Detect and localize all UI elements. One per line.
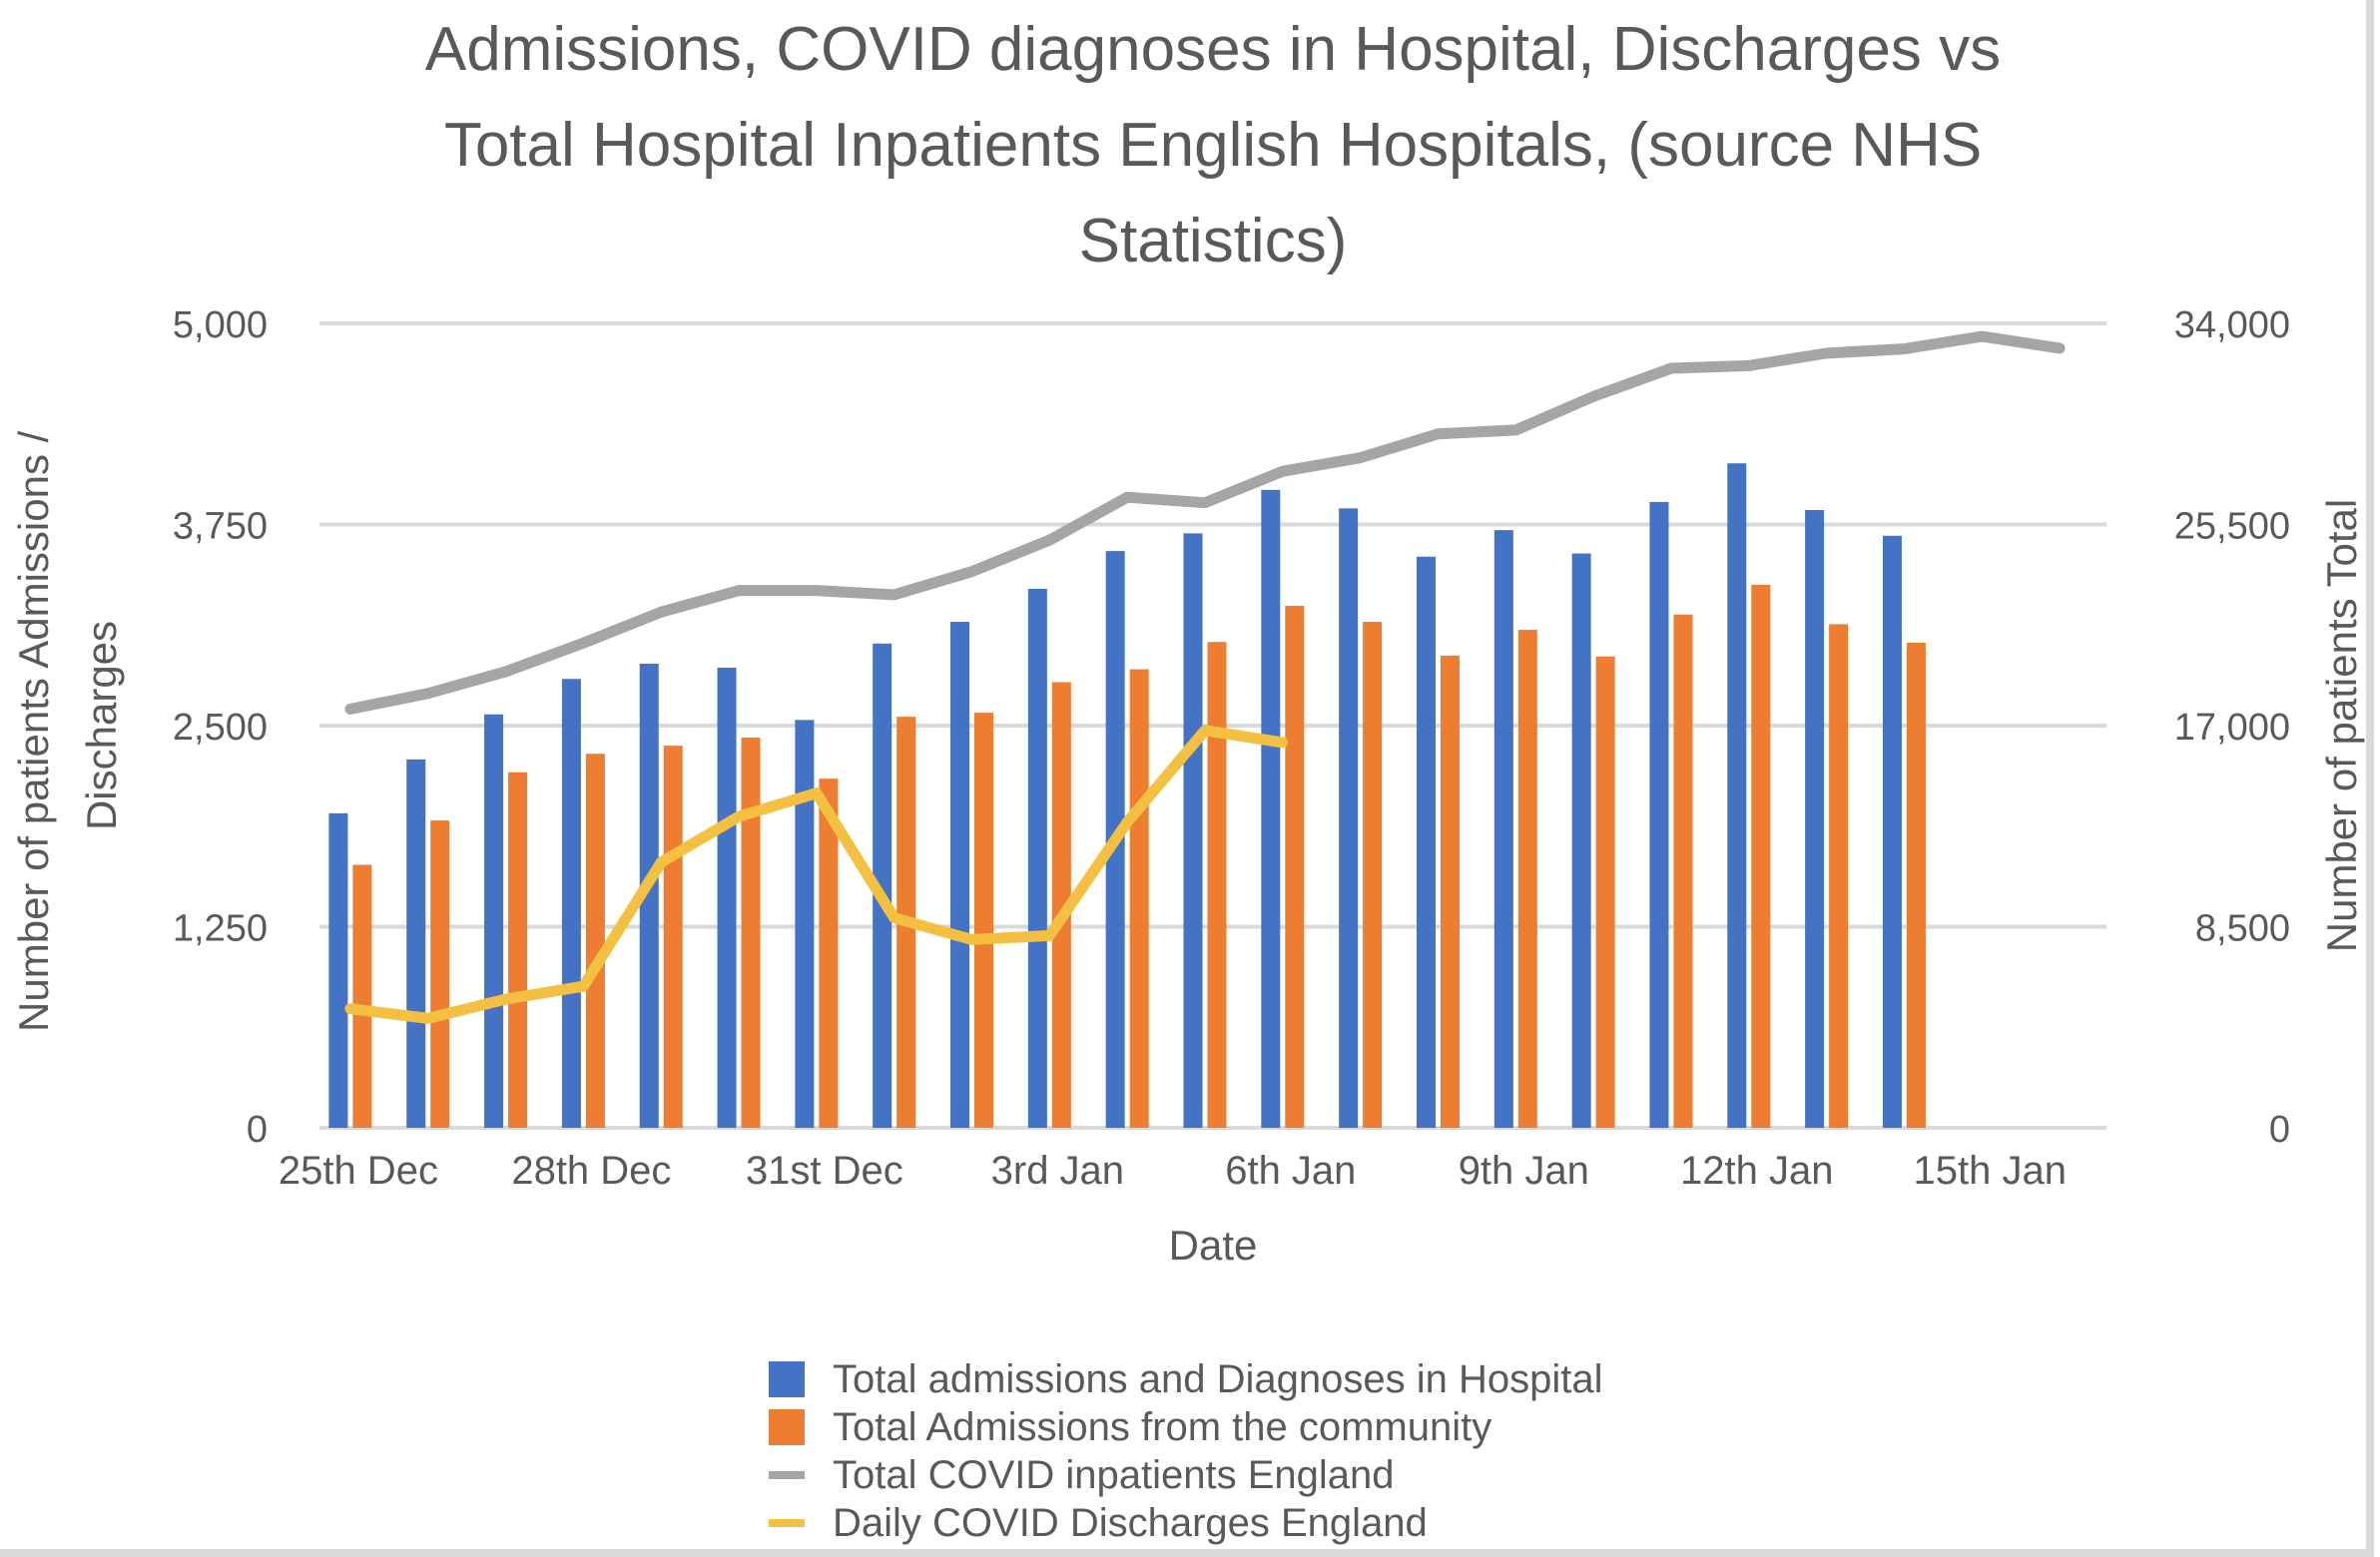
bar-total-admissions[interactable] <box>328 812 348 1128</box>
y-axis-label: Number of patients Admissions / Discharg… <box>10 419 125 1032</box>
y2-tick-label: 17,000 <box>2174 707 2290 749</box>
bar-total-admissions[interactable] <box>484 714 504 1128</box>
bar-community-admissions[interactable] <box>1751 584 1771 1128</box>
legend-swatch-blue <box>769 1361 805 1397</box>
x-tick-label: 9th Jan <box>1459 1149 1589 1193</box>
bar-community-admissions[interactable] <box>1829 624 1849 1128</box>
bar-total-admissions[interactable] <box>1027 588 1047 1128</box>
chart-title: Admissions, COVID diagnoses in Hospital,… <box>299 2 2126 289</box>
bar-total-admissions[interactable] <box>639 663 659 1128</box>
y2-tick-label: 25,500 <box>2174 506 2290 548</box>
bar-community-admissions[interactable] <box>1285 605 1305 1128</box>
bar-community-admissions[interactable] <box>1595 656 1615 1128</box>
bar-total-admissions[interactable] <box>717 667 737 1128</box>
x-axis-label: Date <box>1169 1222 1258 1269</box>
bar-community-admissions[interactable] <box>430 820 450 1128</box>
bar-total-admissions[interactable] <box>1727 463 1747 1128</box>
bar-community-admissions[interactable] <box>585 754 605 1128</box>
bars <box>328 463 1926 1128</box>
x-tick-label: 28th Dec <box>511 1149 671 1193</box>
bar-community-admissions[interactable] <box>974 713 994 1128</box>
x-tick-label: 3rd Jan <box>991 1149 1124 1193</box>
legend-item-total-inpatients[interactable]: Total COVID inpatients England <box>769 1451 1603 1499</box>
bar-total-admissions[interactable] <box>1261 489 1281 1128</box>
bar-total-admissions[interactable] <box>1416 556 1436 1128</box>
legend-label: Total admissions and Diagnoses in Hospit… <box>833 1356 1603 1401</box>
bar-community-admissions[interactable] <box>1906 642 1926 1128</box>
y-tick-label: 3,750 <box>173 506 268 548</box>
bar-community-admissions[interactable] <box>1207 642 1227 1128</box>
bar-community-admissions[interactable] <box>663 746 683 1128</box>
legend-item-daily-discharges[interactable]: Daily COVID Discharges England <box>769 1499 1603 1547</box>
y2-tick-label: 8,500 <box>2195 908 2290 950</box>
y-axis-label-line-2: Discharges <box>78 621 125 830</box>
bar-total-admissions[interactable] <box>795 720 815 1128</box>
bar-total-admissions[interactable] <box>561 679 581 1128</box>
x-tick-label: 6th Jan <box>1225 1149 1356 1193</box>
chart-title-line-1: Admissions, COVID diagnoses in Hospital,… <box>424 15 2002 84</box>
lines <box>344 330 2066 1024</box>
legend-label: Daily COVID Discharges England <box>833 1500 1428 1545</box>
legend-swatch-gray-line <box>769 1471 805 1479</box>
legend-item-total-admissions[interactable]: Total admissions and Diagnoses in Hospit… <box>769 1355 1603 1403</box>
y2-axis-ticks: 0 8,500 17,000 25,500 34,000 <box>2174 304 2290 1151</box>
y2-axis-label: Number of patients Total <box>2318 499 2365 952</box>
bar-total-admissions[interactable] <box>1183 533 1203 1128</box>
bar-total-admissions[interactable] <box>406 759 426 1128</box>
y-tick-label: 2,500 <box>173 707 268 749</box>
legend-label: Total Admissions from the community <box>833 1404 1492 1449</box>
bar-community-admissions[interactable] <box>352 864 372 1128</box>
bar-community-admissions[interactable] <box>1129 669 1149 1128</box>
y-axis-ticks: 0 1,250 2,500 3,750 5,000 <box>173 304 268 1151</box>
bar-total-admissions[interactable] <box>950 622 970 1128</box>
bar-total-admissions[interactable] <box>1571 553 1591 1128</box>
x-tick-label: 31st Dec <box>746 1149 903 1193</box>
legend-item-community-admissions[interactable]: Total Admissions from the community <box>769 1403 1603 1451</box>
bar-community-admissions[interactable] <box>819 778 839 1128</box>
bar-community-admissions[interactable] <box>741 738 761 1128</box>
y-tick-label: 5,000 <box>173 304 268 346</box>
bar-community-admissions[interactable] <box>1673 614 1693 1128</box>
bar-community-admissions[interactable] <box>508 772 528 1128</box>
x-tick-label: 25th Dec <box>279 1149 438 1193</box>
chart-title-line-2: Total Hospital Inpatients English Hospit… <box>443 111 1983 180</box>
legend-swatch-orange <box>769 1409 805 1445</box>
x-axis-ticks: 25th Dec 28th Dec 31st Dec 3rd Jan 6th Jan 9t… <box>279 1149 2067 1193</box>
bar-total-admissions[interactable] <box>1493 530 1513 1128</box>
y-tick-label: 1,250 <box>173 908 268 950</box>
bar-community-admissions[interactable] <box>1440 655 1460 1128</box>
bar-total-admissions[interactable] <box>1805 509 1825 1128</box>
bar-community-admissions[interactable] <box>1051 682 1071 1128</box>
bar-community-admissions[interactable] <box>1363 622 1383 1128</box>
bar-community-admissions[interactable] <box>1517 630 1537 1128</box>
x-tick-label: 12th Jan <box>1680 1149 1833 1193</box>
chart-title-line-3: Statistics) <box>1078 207 1348 275</box>
y2-tick-label: 34,000 <box>2174 304 2290 346</box>
bar-total-admissions[interactable] <box>1882 535 1902 1128</box>
bar-total-admissions[interactable] <box>873 643 892 1128</box>
legend: Total admissions and Diagnoses in Hospit… <box>769 1355 1603 1547</box>
legend-label: Total COVID inpatients England <box>833 1452 1395 1497</box>
y-axis-label-line-1: Number of patients Admissions / <box>10 430 57 1032</box>
x-tick-label: 15th Jan <box>1914 1149 2067 1193</box>
bar-total-admissions[interactable] <box>1649 501 1669 1128</box>
bar-total-admissions[interactable] <box>1339 508 1359 1128</box>
y-tick-label: 0 <box>247 1109 268 1151</box>
legend-swatch-yellow-line <box>769 1519 805 1527</box>
y2-tick-label: 0 <box>2269 1109 2290 1151</box>
